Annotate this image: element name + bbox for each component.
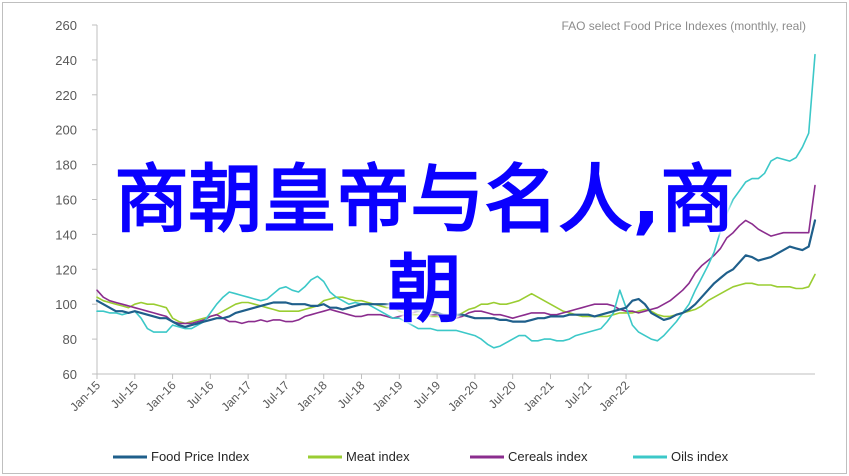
y-tick-label: 60 — [63, 367, 77, 382]
food-price-index-legend-label: Food Price Index — [151, 449, 250, 464]
x-tick-label: Jan-19 — [370, 378, 406, 414]
x-tick-label: Jan-15 — [67, 378, 103, 414]
y-tick-label: 220 — [55, 88, 77, 103]
x-tick-label: Jul-17 — [259, 378, 292, 411]
overlay-line-2: 朝 — [387, 247, 462, 333]
food-price-index-line — [95, 219, 817, 328]
meat-index-legend-label: Meat index — [346, 449, 410, 464]
x-tick-label: Jul-18 — [335, 378, 368, 411]
x-tick-label: Jul-21 — [561, 378, 594, 411]
y-tick-label: 260 — [55, 18, 77, 33]
y-tick-label: 180 — [55, 158, 77, 173]
y-tick-label: 120 — [55, 262, 77, 277]
x-tick-label: Jul-15 — [108, 378, 141, 411]
series-lines — [95, 53, 817, 349]
overlay-line-1: 商朝皇帝与名人,商 — [114, 157, 735, 243]
y-tick-label: 240 — [55, 53, 77, 68]
y-tick-label: 140 — [55, 227, 77, 242]
cereals-index-line — [96, 184, 816, 325]
cereals-index-legend-label: Cereals index — [508, 449, 588, 464]
y-tick-label: 160 — [55, 193, 77, 208]
legend: Food Price Index Meat index Cereals index O… — [113, 449, 729, 464]
x-tick-label: Jan-17 — [218, 378, 254, 414]
x-tick-label: Jul-19 — [410, 378, 443, 411]
oils-index-legend-label: Oils index — [671, 449, 729, 464]
y-tick-label: 200 — [55, 123, 77, 138]
x-tick-label: Jan-22 — [596, 378, 632, 414]
y-tick-label: 100 — [55, 297, 77, 312]
x-tick-label: Jul-16 — [183, 378, 216, 411]
x-tick-label: Jan-16 — [143, 378, 179, 414]
x-tick-label: Jul-20 — [486, 378, 519, 411]
y-axis: 60 80 100 120 140 160 180 200 220 240 260 — [55, 18, 98, 382]
x-axis: Jan-15 Jul-15 Jan-16 Jul-16 Jan-17 Jul-17 Jan-… — [67, 373, 815, 414]
x-tick-label: Jan-20 — [445, 378, 481, 414]
chart-title: FAO select Food Price Indexes (monthly, … — [561, 19, 806, 33]
x-tick-label: Jan-18 — [294, 378, 330, 414]
oils-index-line — [96, 53, 816, 349]
x-tick-label: Jan-21 — [521, 378, 557, 414]
y-tick-label: 80 — [63, 332, 77, 347]
